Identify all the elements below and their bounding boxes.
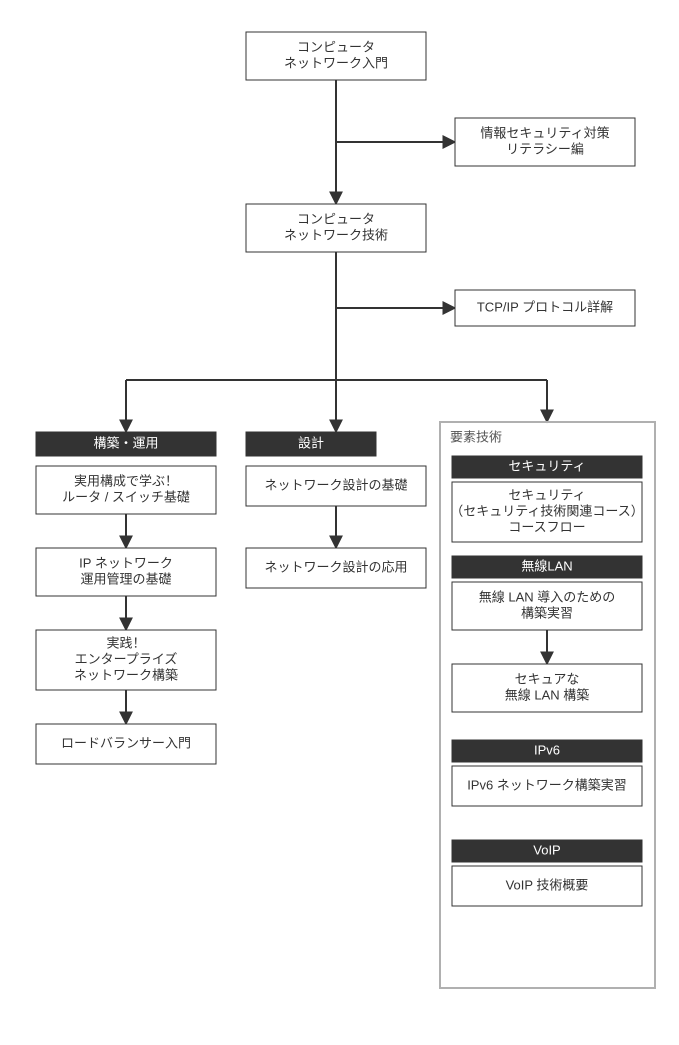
node-h_build-text: 構築・運用: [93, 435, 158, 450]
node-b4-line-0: ロードバランサー入門: [61, 735, 191, 750]
node-n1-line-0: コンピュータ: [297, 39, 375, 54]
node-sh4: VoIP: [452, 840, 642, 862]
node-b2: IP ネットワーク運用管理の基礎: [36, 548, 216, 596]
node-n3-line-0: コンピュータ: [297, 211, 375, 226]
node-b3: 実践！エンタープライズネットワーク構築: [36, 630, 216, 690]
node-d1-line-0: ネットワーク設計の基礎: [264, 477, 407, 492]
node-s3-line-1: 無線 LAN 構築: [505, 687, 590, 702]
node-s5: VoIP 技術概要: [452, 866, 642, 906]
node-d2: ネットワーク設計の応用: [246, 548, 426, 588]
node-n4-line-0: TCP/IP プロトコル詳解: [477, 299, 613, 314]
node-h_design: 設計: [246, 432, 376, 456]
node-b1: 実用構成で学ぶ！ルータ / スイッチ基礎: [36, 466, 216, 514]
node-s1-line-1: （セキュリティ技術関連コース）: [450, 503, 644, 518]
node-b2-line-1: 運用管理の基礎: [80, 571, 171, 586]
node-n2-line-1: リテラシー編: [506, 141, 584, 156]
node-sh3-text: IPv6: [534, 742, 560, 757]
node-d1: ネットワーク設計の基礎: [246, 466, 426, 506]
node-b4: ロードバランサー入門: [36, 724, 216, 764]
node-s2-line-0: 無線 LAN 導入のための: [479, 589, 616, 604]
node-sh1-text: セキュリティ: [508, 458, 585, 473]
node-n3: コンピュータネットワーク技術: [246, 204, 426, 252]
node-s3: セキュアな無線 LAN 構築: [452, 664, 642, 712]
node-s2: 無線 LAN 導入のための構築実習: [452, 582, 642, 630]
node-n2-line-0: 情報セキュリティ対策: [480, 125, 609, 140]
node-sh1: セキュリティ: [452, 456, 642, 478]
node-b1-line-1: ルータ / スイッチ基礎: [62, 489, 190, 504]
node-s1-line-2: コースフロー: [508, 519, 585, 534]
node-b3-line-2: ネットワーク構築: [74, 667, 178, 682]
node-n2: 情報セキュリティ対策リテラシー編: [455, 118, 635, 166]
group-label-elemtech: 要素技術: [450, 429, 502, 444]
node-d2-line-0: ネットワーク設計の応用: [264, 559, 407, 574]
node-b3-line-0: 実践！: [106, 635, 145, 650]
node-s1-line-0: セキュリティ: [508, 487, 585, 502]
node-s3-line-0: セキュアな: [515, 671, 580, 686]
node-s4: IPv6 ネットワーク構築実習: [452, 766, 642, 806]
node-sh3: IPv6: [452, 740, 642, 762]
node-n4: TCP/IP プロトコル詳解: [455, 290, 635, 326]
node-h_build: 構築・運用: [36, 432, 216, 456]
node-n1-line-1: ネットワーク入門: [284, 55, 388, 70]
node-sh2-text: 無線LAN: [521, 558, 572, 573]
node-b3-line-1: エンタープライズ: [75, 651, 178, 666]
node-s4-line-0: IPv6 ネットワーク構築実習: [467, 777, 627, 792]
node-s1: セキュリティ（セキュリティ技術関連コース）コースフロー: [450, 482, 644, 542]
node-sh2: 無線LAN: [452, 556, 642, 578]
node-b1-line-0: 実用構成で学ぶ！: [74, 473, 178, 488]
node-n3-line-1: ネットワーク技術: [284, 227, 388, 242]
node-s5-line-0: VoIP 技術概要: [506, 877, 589, 892]
flowchart-canvas: 要素技術 コンピュータネットワーク入門情報セキュリティ対策リテラシー編コンピュー…: [0, 0, 679, 1045]
node-h_design-text: 設計: [298, 435, 324, 450]
node-s2-line-1: 構築実習: [521, 605, 573, 620]
node-sh4-text: VoIP: [533, 842, 560, 857]
node-n1: コンピュータネットワーク入門: [246, 32, 426, 80]
node-b2-line-0: IP ネットワーク: [79, 555, 173, 570]
